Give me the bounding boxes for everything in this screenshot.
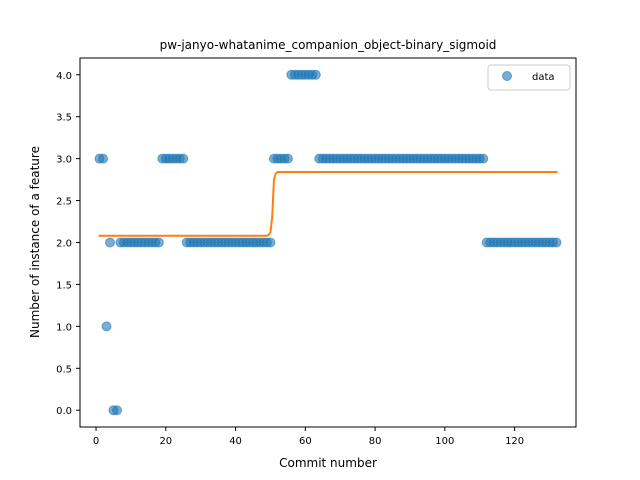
x-tick-label: 40	[229, 436, 242, 447]
x-tick-label: 80	[369, 436, 382, 447]
y-axis: 0.0 0.5 1.0 1.5 2.0 2.5 3.0 3.5 4.0	[56, 71, 80, 417]
data-point	[310, 69, 321, 80]
plot-area	[94, 69, 562, 416]
legend-marker-data	[502, 71, 512, 81]
data-point	[265, 237, 276, 248]
data-point	[153, 237, 164, 248]
data-point	[101, 321, 112, 332]
legend-label-data: data	[532, 72, 555, 83]
x-axis-label: Commit number	[279, 456, 377, 470]
data-point	[111, 405, 122, 416]
legend: data	[487, 64, 571, 91]
x-tick-label: 0	[93, 436, 99, 447]
data-point	[178, 153, 189, 164]
x-tick-label: 20	[159, 436, 172, 447]
data-point	[282, 153, 293, 164]
y-tick-label: 2.5	[56, 197, 72, 208]
y-tick-label: 3.5	[56, 113, 72, 124]
legend-box	[487, 64, 571, 91]
fit-line	[98, 171, 558, 237]
y-tick-label: 3.0	[56, 155, 72, 166]
y-tick-label: 2.0	[56, 239, 72, 250]
data-point	[551, 237, 562, 248]
y-tick-label: 1.0	[56, 322, 72, 333]
y-tick-label: 4.0	[56, 71, 72, 82]
x-tick-label: 120	[505, 436, 524, 447]
y-axis-label: Number of instance of a feature	[28, 146, 42, 338]
data-point	[478, 153, 489, 164]
y-tick-label: 0.5	[56, 364, 72, 375]
chart-title: pw-janyo-whatanime_companion_object-bina…	[160, 38, 497, 52]
data-point	[98, 153, 109, 164]
x-tick-label: 60	[299, 436, 312, 447]
y-tick-label: 0.0	[56, 406, 72, 417]
x-axis: 0 20 40 60 80 100 120	[93, 427, 524, 447]
data-point	[105, 237, 115, 248]
y-tick-label: 1.5	[56, 280, 72, 291]
x-tick-label: 100	[435, 436, 454, 447]
